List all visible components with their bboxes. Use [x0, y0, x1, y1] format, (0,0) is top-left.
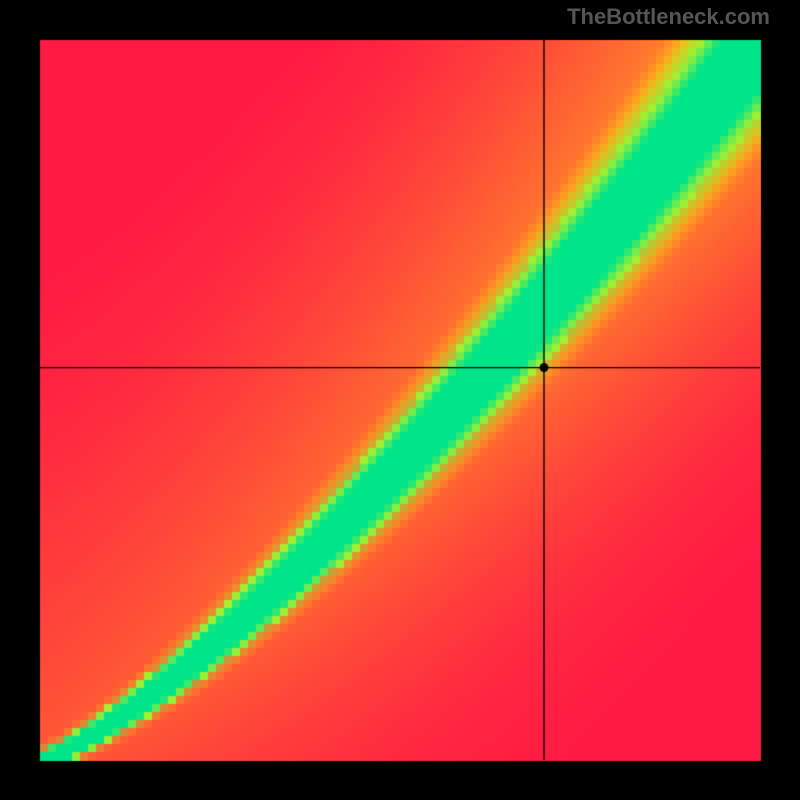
watermark: TheBottleneck.com	[567, 4, 770, 30]
bottleneck-heatmap: { "chart": { "type": "heatmap", "width":…	[0, 0, 800, 800]
heatmap-canvas	[0, 0, 800, 800]
